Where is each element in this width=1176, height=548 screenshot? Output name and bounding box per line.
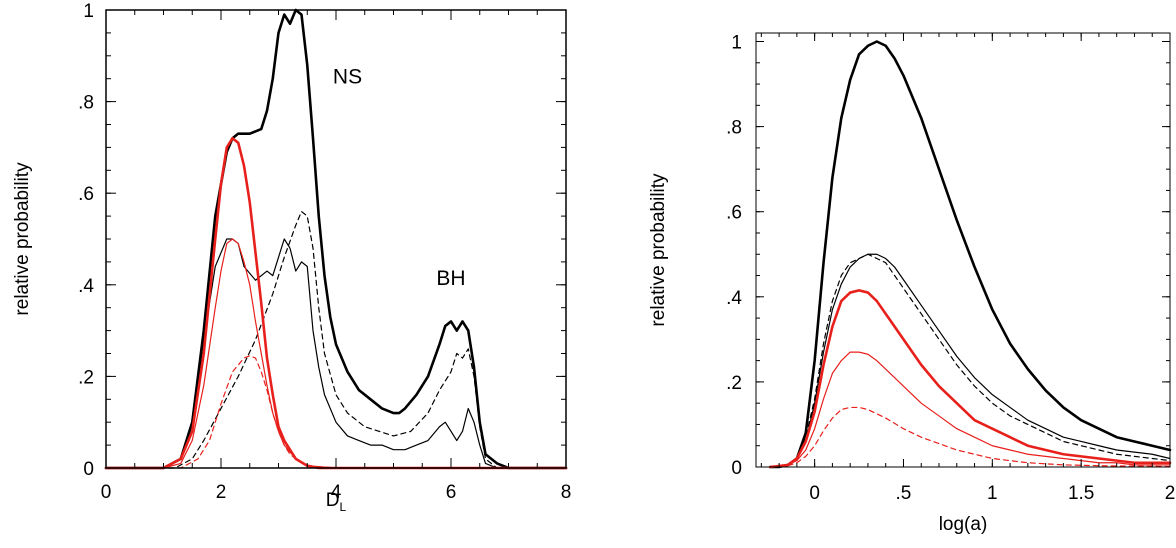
left-chart-x-tick-label: 2 <box>216 482 227 503</box>
left-chart-annotation-bh: BH <box>436 267 465 290</box>
left-chart-x-tick-label: 0 <box>101 482 112 503</box>
left-chart-series-line-0 <box>104 8 568 470</box>
right-chart: 0 .5 1 1.5 2 0 .2 .4 .6 .8 1 log(a) relative proba… <box>648 32 1175 535</box>
left-chart-series-line-5 <box>105 355 567 469</box>
left-chart-y-tick-label: .6 <box>78 184 94 205</box>
left-chart-series <box>104 8 568 470</box>
left-chart-series-line-2 <box>105 210 567 469</box>
right-chart-ticks: 0 .5 1 1.5 2 0 .2 .4 .6 .8 1 <box>726 33 1175 504</box>
left-chart-x-tick-label: 6 <box>446 482 457 503</box>
right-chart-y-tick-label: .2 <box>726 373 742 394</box>
left-chart-x-tick-label: 4 <box>331 482 342 503</box>
left-chart-series-line-3 <box>104 136 568 470</box>
right-chart-x-tick-label: 2 <box>1165 483 1176 504</box>
right-chart-y-axis-label: relative probability <box>648 173 669 327</box>
left-chart-y-axis-label: relative probability <box>12 162 33 316</box>
right-chart-series-line-0 <box>768 40 1172 469</box>
right-chart-y-tick-label: .8 <box>726 118 742 139</box>
left-chart-y-tick-label: .8 <box>78 93 94 114</box>
left-chart-annotation-ns: NS <box>333 65 362 88</box>
right-chart-y-tick-label: 1 <box>731 33 742 54</box>
left-chart-x-axis-label: DL <box>326 490 347 514</box>
left-chart-x-axis-label-subscript: L <box>340 500 347 514</box>
right-chart-y-tick-label: .6 <box>726 203 742 224</box>
right-chart-frame <box>755 32 1171 468</box>
right-chart-x-axis-label: log(a) <box>939 514 988 535</box>
left-chart-x-tick-label: 8 <box>561 482 572 503</box>
right-chart-series <box>768 40 1172 469</box>
left-chart-y-tick-label: 1 <box>83 1 94 22</box>
right-chart-series-line-5 <box>769 406 1171 468</box>
right-chart-x-tick-label: 1 <box>987 483 998 504</box>
right-chart-y-tick-label: 0 <box>731 458 742 479</box>
right-chart-y-tick-label: .4 <box>726 288 742 309</box>
right-chart-x-tick-label: 0 <box>809 483 820 504</box>
left-chart-y-tick-label: .2 <box>78 367 94 388</box>
left-chart: 0 2 4 6 8 0 .2 .4 .6 .8 1 NS BH DL relative probabi… <box>12 1 571 514</box>
left-chart-annotations: NS BH <box>333 65 466 290</box>
right-chart-series-line-3 <box>768 289 1172 469</box>
left-chart-series-line-1 <box>105 238 567 469</box>
right-chart-series-line-4 <box>769 351 1171 468</box>
right-chart-x-tick-label: .5 <box>896 483 912 504</box>
left-chart-y-tick-label: 0 <box>83 459 94 480</box>
left-chart-series-line-4 <box>105 238 567 469</box>
left-chart-y-tick-label: .4 <box>78 276 94 297</box>
right-chart-x-tick-label: 1.5 <box>1068 483 1094 504</box>
right-chart-series-line-1 <box>769 253 1171 468</box>
left-chart-ticks: 0 2 4 6 8 0 .2 .4 .6 .8 1 <box>78 1 571 503</box>
right-chart-series-line-2 <box>769 253 1171 468</box>
left-chart-x-axis-label-main: D <box>326 490 340 511</box>
